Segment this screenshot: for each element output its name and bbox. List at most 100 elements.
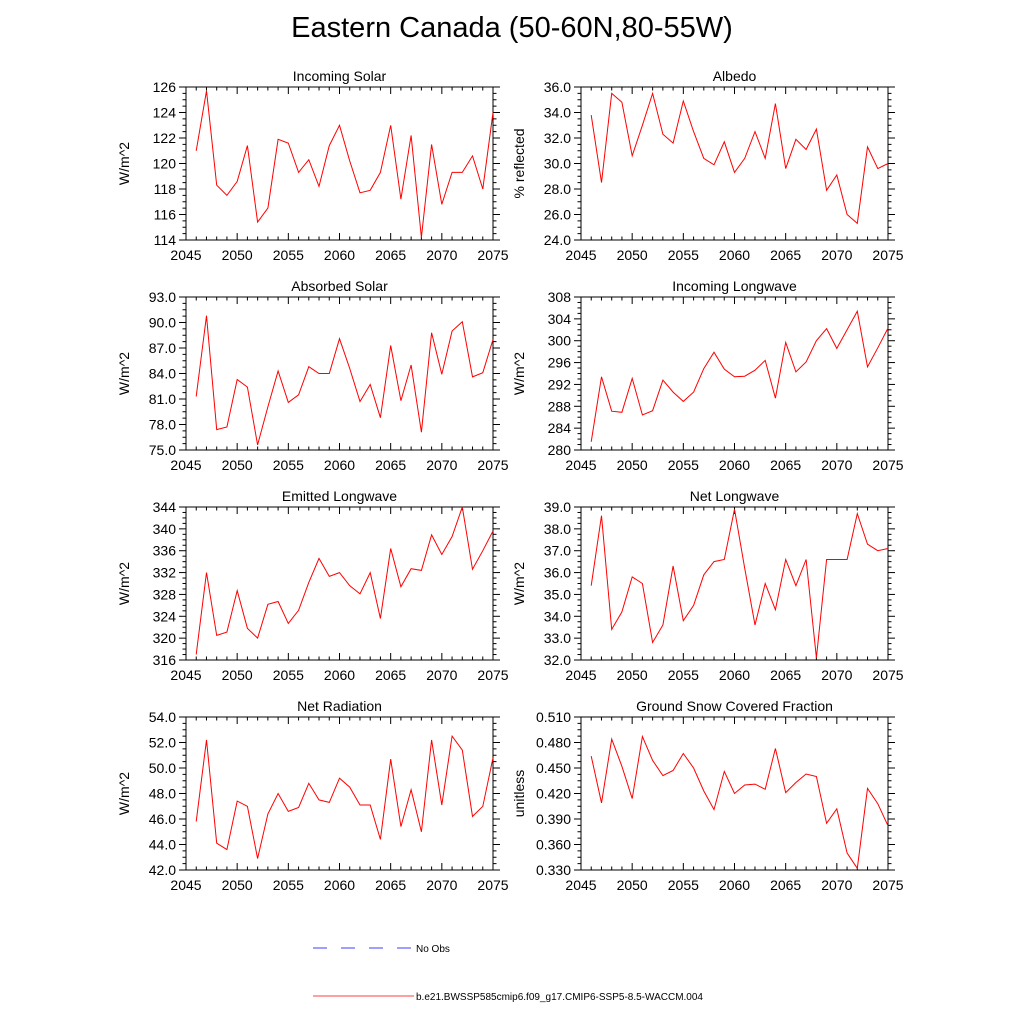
y-tick-label: 0.510 [536, 709, 571, 725]
y-tick-label: 288 [548, 398, 572, 414]
x-tick-label: 2070 [821, 877, 852, 893]
x-tick-label: 2070 [426, 667, 457, 683]
plot-frame [185, 506, 494, 661]
x-tick-label: 2055 [273, 667, 304, 683]
panel-5: Emitted Longwave W/m^2 2045 2050 2055 2060 206… [116, 488, 509, 683]
y-tick-label: 78.0 [149, 417, 176, 433]
y-tick-label: 81.0 [149, 391, 176, 407]
x-tick-label: 2045 [170, 667, 201, 683]
x-tick-label: 2045 [565, 457, 596, 473]
panel-2: Albedo % reflected 2045 2050 2055 2060 2065 207… [511, 68, 904, 263]
y-tick-label: 37.0 [544, 543, 571, 559]
y-tick-label: 46.0 [149, 811, 176, 827]
y-tick-label: 35.0 [544, 586, 571, 602]
x-tick-label: 2045 [170, 457, 201, 473]
x-tick-label: 2050 [617, 667, 648, 683]
x-tick-label: 2060 [324, 457, 355, 473]
x-tick-label: 2060 [719, 247, 750, 263]
x-tick-label: 2065 [375, 457, 406, 473]
y-tick-label: 328 [153, 586, 177, 602]
series-line [590, 91, 889, 225]
y-tick-label: 0.480 [536, 735, 571, 751]
plot-frame [185, 716, 494, 871]
y-tick-label: 75.0 [149, 442, 176, 458]
x-tick-label: 2050 [222, 457, 253, 473]
x-tick-label: 2055 [273, 247, 304, 263]
y-tick-label: 50.0 [149, 760, 176, 776]
y-tick-label: 122 [153, 130, 177, 146]
x-tick-label: 2065 [375, 877, 406, 893]
x-tick-label: 2055 [668, 667, 699, 683]
x-tick-label: 2045 [565, 667, 596, 683]
y-axis-label: W/m^2 [511, 562, 527, 605]
x-tick-label: 2060 [324, 247, 355, 263]
y-tick-label: 118 [154, 181, 177, 197]
panel-title: Incoming Longwave [672, 278, 797, 294]
y-tick-label: 324 [153, 608, 177, 624]
x-tick-label: 2055 [668, 247, 699, 263]
panel-title: Absorbed Solar [291, 278, 388, 294]
x-tick-label: 2065 [770, 247, 801, 263]
y-tick-label: 344 [153, 499, 177, 515]
y-tick-label: 93.0 [149, 289, 176, 305]
panel-7: Net Radiation W/m^2 2045 2050 2055 2060 2065 20… [116, 698, 509, 893]
x-tick-label: 2055 [668, 457, 699, 473]
y-tick-label: 36.0 [544, 79, 571, 95]
y-tick-label: 316 [153, 652, 177, 668]
x-tick-label: 2050 [222, 667, 253, 683]
y-tick-label: 0.390 [536, 811, 571, 827]
x-tick-label: 2075 [477, 247, 508, 263]
y-tick-label: 38.0 [544, 521, 571, 537]
x-tick-label: 2075 [872, 877, 903, 893]
y-tick-label: 84.0 [149, 366, 176, 382]
series-line [590, 309, 889, 442]
series-line [195, 506, 494, 655]
x-tick-label: 2065 [375, 667, 406, 683]
x-tick-label: 2050 [617, 457, 648, 473]
y-tick-label: 304 [548, 311, 572, 327]
panel-title: Emitted Longwave [282, 488, 397, 504]
legend-model-label: b.e21.BWSSP585cmip6.f09_g17.CMIP6-SSP5-8… [416, 992, 703, 1003]
y-tick-label: 39.0 [544, 499, 571, 515]
y-tick-label: 44.0 [149, 837, 176, 853]
x-tick-label: 2060 [324, 667, 355, 683]
y-tick-label: 42.0 [149, 862, 176, 878]
y-axis-label: unitless [511, 770, 527, 817]
plot-frame [580, 296, 889, 451]
y-tick-label: 34.0 [544, 105, 571, 121]
figure-title: Eastern Canada (50-60N,80-55W) [291, 12, 733, 44]
x-tick-label: 2060 [719, 457, 750, 473]
y-tick-label: 126 [153, 79, 177, 95]
panel-6: Net Longwave W/m^2 2045 2050 2055 2060 2065 207… [511, 488, 904, 683]
x-tick-label: 2050 [222, 247, 253, 263]
y-axis-label: W/m^2 [116, 562, 132, 605]
x-tick-label: 2055 [273, 457, 304, 473]
panel-1: Incoming Solar W/m^2 2045 2050 2055 2060 2065 2… [116, 68, 509, 263]
legend-obs-label: No Obs [416, 944, 450, 955]
y-tick-label: 280 [548, 442, 572, 458]
panel-title: Net Radiation [297, 698, 382, 714]
y-tick-label: 320 [153, 630, 177, 646]
y-tick-label: 340 [153, 521, 177, 537]
y-tick-label: 116 [154, 207, 177, 223]
y-tick-label: 54.0 [149, 709, 176, 725]
x-tick-label: 2060 [719, 667, 750, 683]
y-tick-label: 284 [548, 420, 572, 436]
x-tick-label: 2065 [770, 877, 801, 893]
series-line [590, 509, 889, 658]
y-tick-label: 292 [548, 376, 572, 392]
x-tick-label: 2070 [426, 877, 457, 893]
x-tick-label: 2060 [719, 877, 750, 893]
series-line [195, 90, 494, 238]
y-tick-label: 308 [548, 289, 572, 305]
series-line [195, 734, 494, 859]
plot-frame [580, 506, 889, 661]
x-tick-label: 2070 [821, 667, 852, 683]
x-tick-label: 2060 [324, 877, 355, 893]
y-tick-label: 90.0 [149, 315, 176, 331]
series-line [590, 734, 889, 870]
x-tick-label: 2070 [426, 247, 457, 263]
y-tick-label: 33.0 [544, 630, 571, 646]
x-tick-label: 2045 [170, 877, 201, 893]
y-tick-label: 0.360 [536, 837, 571, 853]
